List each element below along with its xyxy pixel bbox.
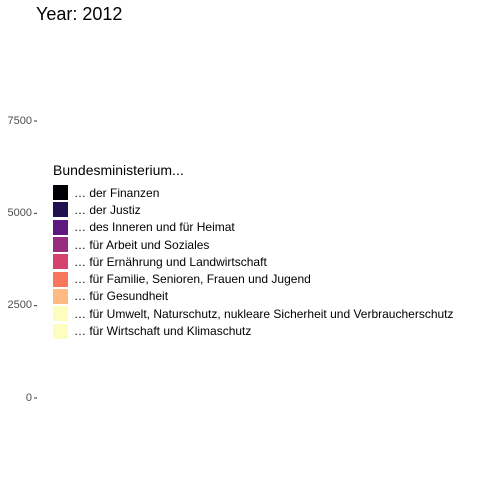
y-tick-label-5000: 5000 (7, 207, 32, 219)
legend-key (53, 254, 68, 270)
legend-item-familie: … für Familie, Senioren, Frauen und Juge… (53, 270, 454, 287)
legend-label: … des Inneren und für Heimat (74, 220, 235, 235)
chart-title: Year: 2012 (36, 4, 123, 24)
legend-label: … für Arbeit und Soziales (74, 237, 210, 252)
legend-item-justiz: … der Justiz (53, 201, 454, 218)
legend: Bundesministerium... … der Finanzen … de… (53, 162, 454, 340)
legend-key (53, 271, 68, 287)
legend-title: Bundesministerium... (53, 162, 184, 178)
legend-item-finanzen: … der Finanzen (53, 184, 454, 201)
y-tick-label-7500: 7500 (7, 115, 32, 127)
legend-key (53, 288, 68, 304)
legend-item-gesundheit: … für Gesundheit (53, 288, 454, 305)
legend-label: … für Gesundheit (74, 289, 169, 304)
legend-key (53, 306, 68, 322)
legend-label: … der Finanzen (74, 185, 160, 200)
legend-label: … der Justiz (74, 202, 141, 217)
legend-key (53, 219, 68, 235)
legend-item-ernaehrung: … für Ernährung und Landwirtschaft (53, 253, 454, 270)
legend-key (53, 237, 68, 253)
legend-key (53, 185, 68, 201)
legend-item-wirtschaft: … für Wirtschaft und Klimaschutz (53, 322, 454, 339)
y-tick-label-0: 0 (25, 392, 32, 404)
legend-label: … für Ernährung und Landwirtschaft (74, 254, 267, 269)
y-tick-label-2500: 2500 (7, 299, 32, 311)
legend-label: … für Wirtschaft und Klimaschutz (74, 324, 252, 339)
legend-item-umwelt: … für Umwelt, Naturschutz, nukleare Sich… (53, 305, 454, 322)
legend-label: … für Umwelt, Naturschutz, nukleare Sich… (74, 306, 454, 321)
legend-key (53, 202, 68, 218)
legend-item-arbeit: … für Arbeit und Soziales (53, 236, 454, 253)
legend-item-inneren: … des Inneren und für Heimat (53, 219, 454, 236)
legend-key (53, 323, 68, 339)
legend-label: … für Familie, Senioren, Frauen und Juge… (74, 272, 311, 287)
